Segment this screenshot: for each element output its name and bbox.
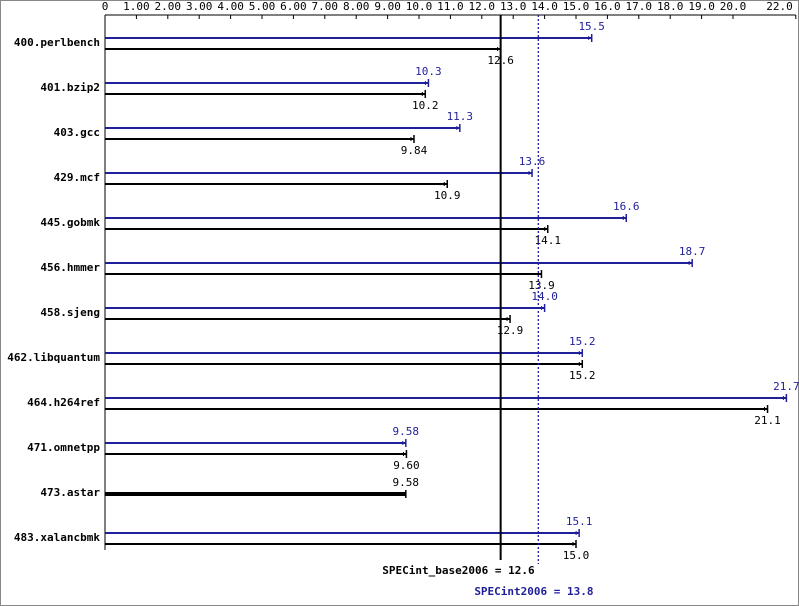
x-tick-label: 12.0 (469, 0, 496, 13)
x-tick-label: 17.0 (626, 0, 653, 13)
value-label: 16.6 (613, 200, 640, 213)
x-tick-label: 13.0 (500, 0, 527, 13)
category-label: 473.astar (40, 486, 100, 499)
value-label: 9.58 (393, 476, 420, 489)
category-label: 464.h264ref (27, 396, 100, 409)
category-label: 400.perlbench (14, 36, 100, 49)
x-tick-label: 19.0 (688, 0, 715, 13)
value-label: 11.3 (447, 110, 474, 123)
x-tick-label: 16.0 (594, 0, 621, 13)
value-label: 9.60 (393, 459, 420, 472)
value-label: 21.1 (754, 414, 781, 427)
category-label: 445.gobmk (40, 216, 100, 229)
value-label: 13.6 (519, 155, 546, 168)
value-label: 10.3 (415, 65, 442, 78)
x-tick-label: 1.00 (123, 0, 150, 13)
category-label: 456.hmmer (40, 261, 100, 274)
value-label: 9.84 (401, 144, 428, 157)
x-tick-label: 8.00 (343, 0, 370, 13)
category-label: 429.mcf (54, 171, 100, 184)
x-tick-label: 4.00 (217, 0, 244, 13)
value-label: 21.7 (773, 380, 799, 393)
x-tick-label: 9.00 (374, 0, 401, 13)
value-label: 13.9 (528, 279, 555, 292)
value-label: 14.1 (534, 234, 561, 247)
category-label: 462.libquantum (7, 351, 100, 364)
value-label: 14.0 (531, 290, 558, 303)
value-label: 18.7 (679, 245, 706, 258)
value-label: 10.9 (434, 189, 461, 202)
x-tick-label: 3.00 (186, 0, 213, 13)
reference-label: SPECint2006 = 13.8 (474, 585, 593, 598)
reference-label: SPECint_base2006 = 12.6 (382, 564, 535, 577)
x-tick-label: 6.00 (280, 0, 307, 13)
x-tick-label: 0 (102, 0, 109, 13)
value-label: 15.5 (578, 20, 605, 33)
x-tick-label: 20.0 (720, 0, 747, 13)
value-label: 15.2 (569, 335, 596, 348)
x-tick-label: 11.0 (437, 0, 464, 13)
x-tick-label: 10.0 (406, 0, 433, 13)
x-tick-label: 18.0 (657, 0, 684, 13)
x-tick-label: 22.0 (766, 0, 793, 13)
value-label: 15.2 (569, 369, 596, 382)
x-tick-label: 2.00 (155, 0, 182, 13)
x-tick-label: 14.0 (531, 0, 558, 13)
category-label: 471.omnetpp (27, 441, 100, 454)
x-tick-label: 15.0 (563, 0, 590, 13)
value-label: 15.1 (566, 515, 593, 528)
x-tick-label: 5.00 (249, 0, 276, 13)
category-label: 403.gcc (54, 126, 100, 139)
category-label: 458.sjeng (40, 306, 100, 319)
value-label: 15.0 (563, 549, 590, 562)
value-label: 10.2 (412, 99, 439, 112)
value-label: 9.58 (393, 425, 420, 438)
value-label: 12.9 (497, 324, 524, 337)
category-label: 483.xalancbmk (14, 531, 100, 544)
x-tick-label: 7.00 (312, 0, 339, 13)
category-label: 401.bzip2 (40, 81, 100, 94)
